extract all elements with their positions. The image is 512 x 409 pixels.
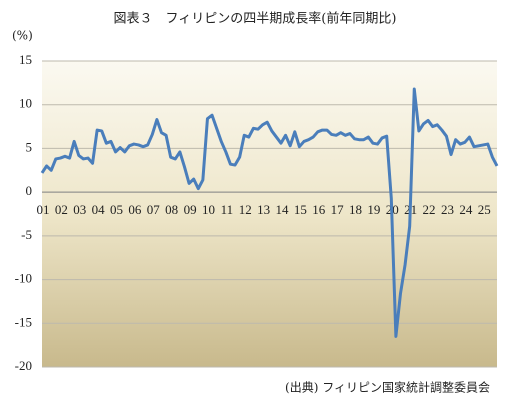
x-tick-label: 06 [128, 202, 142, 217]
y-tick-label: 0 [26, 183, 33, 198]
x-tick-label: 07 [147, 202, 161, 217]
x-tick-label: 16 [312, 202, 326, 217]
source-note: (出典) フィリピン国家統計調整委員会 [285, 380, 490, 395]
growth-line [40, 87, 499, 338]
x-tick-label: 08 [165, 202, 178, 217]
x-tick-label: 04 [92, 202, 106, 217]
chart-title: 図表３ フィリピンの四半期成長率(前年同期比) [114, 11, 397, 27]
x-tick-label: 12 [239, 202, 252, 217]
x-tick-label: 02 [55, 202, 68, 217]
y-tick-label: 5 [26, 139, 33, 154]
y-tick-label: -20 [15, 358, 32, 373]
x-tick-label: 14 [275, 202, 289, 217]
y-tick-label: 10 [19, 96, 32, 111]
y-tick-label: -5 [21, 227, 32, 242]
x-tick-label: 11 [221, 202, 234, 217]
x-tick-label: 25 [478, 202, 491, 217]
y-tick-label: 15 [19, 52, 32, 67]
x-tick-label: 23 [441, 202, 454, 217]
x-tick-label: 17 [331, 202, 345, 217]
x-tick-label: 10 [202, 202, 215, 217]
x-tick-label: 19 [367, 202, 380, 217]
x-tick-label: 24 [459, 202, 473, 217]
y-axis-unit: (%) [12, 29, 33, 43]
x-tick-label: 22 [423, 202, 436, 217]
y-tick-label: -15 [15, 314, 32, 329]
x-tick-label: 01 [37, 202, 50, 217]
x-tick-label: 18 [349, 202, 362, 217]
x-tick-label: 03 [73, 202, 86, 217]
plot-area [42, 61, 497, 367]
y-tick-label: -10 [15, 271, 32, 286]
x-tick-label: 05 [110, 202, 123, 217]
x-tick-label: 15 [294, 202, 307, 217]
x-tick-label: 13 [257, 202, 270, 217]
x-tick-label: 09 [184, 202, 197, 217]
